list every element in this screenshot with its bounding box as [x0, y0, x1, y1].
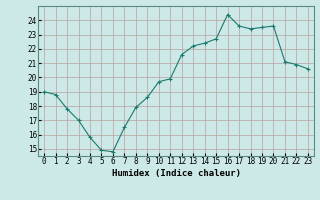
- X-axis label: Humidex (Indice chaleur): Humidex (Indice chaleur): [111, 169, 241, 178]
